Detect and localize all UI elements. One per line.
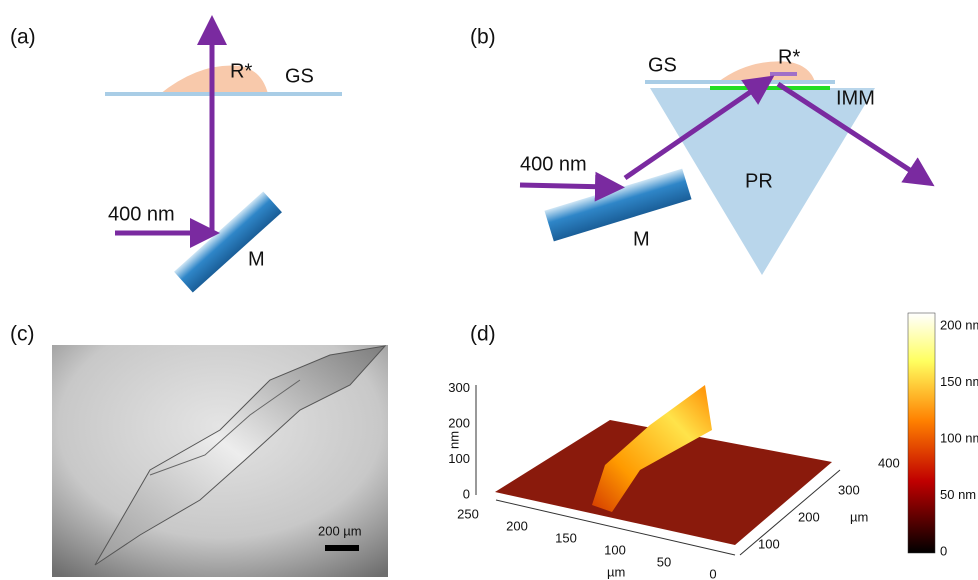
- y-tick-label: 200: [798, 509, 820, 524]
- mirror-label: M: [248, 248, 265, 270]
- mirror-label: M: [633, 228, 650, 250]
- colorbar: [908, 313, 935, 553]
- laser-label: 400 nm: [108, 203, 175, 225]
- scale-bar: [325, 545, 359, 551]
- colorbar-tick-label: 0: [940, 543, 947, 558]
- z-tick-label: 0: [463, 486, 470, 501]
- z-axis-label: nm: [446, 431, 461, 449]
- scale-bar-label: 200 µm: [318, 523, 362, 538]
- laser-arrow: [520, 185, 610, 187]
- droplet-label: R*: [230, 60, 252, 82]
- x-tick-label: 100: [604, 542, 626, 557]
- panel-label: (c): [10, 323, 35, 346]
- slide-label: GS: [648, 54, 677, 76]
- droplet: [718, 61, 815, 82]
- z-tick-label: 200: [448, 415, 470, 430]
- y-axis-label: µm: [850, 509, 868, 524]
- immersion-label: IMM: [836, 87, 875, 109]
- x-tick-label: 50: [657, 554, 671, 569]
- prism-label: PR: [745, 170, 773, 192]
- panel-label: (a): [10, 26, 36, 49]
- colorbar-tick-label: 100 nm: [940, 430, 978, 445]
- x-tick-label: 150: [555, 530, 577, 545]
- x-tick-label: 250: [457, 506, 479, 521]
- y-tick-label: 100: [758, 536, 780, 551]
- x-axis-label: µm: [607, 564, 625, 579]
- z-tick-label: 300: [448, 380, 470, 395]
- panel-label: (d): [470, 323, 496, 346]
- page: (a) R* GS 400 nm M (b) GS R* IMM 400 nm …: [0, 0, 978, 580]
- colorbar-tick-label: 150 nm: [940, 374, 978, 389]
- colorbar-tick-label: 200 nm: [940, 317, 978, 332]
- droplet-label: R*: [778, 46, 800, 68]
- colorbar-tick-label: 50 nm: [940, 487, 976, 502]
- y-tick-label: 300: [838, 482, 860, 497]
- panel-label: (b): [470, 26, 496, 49]
- x-tick-label: 200: [506, 518, 528, 533]
- mirror: [174, 191, 282, 292]
- laser-label: 400 nm: [520, 153, 587, 175]
- figure: (a) R* GS 400 nm M (b) GS R* IMM 400 nm …: [0, 0, 978, 580]
- mirror: [544, 169, 691, 242]
- y-tick-label: 400: [878, 455, 900, 470]
- slide-label: GS: [285, 65, 314, 87]
- x-tick-label: 0: [709, 566, 716, 580]
- z-tick-label: 100: [448, 451, 470, 466]
